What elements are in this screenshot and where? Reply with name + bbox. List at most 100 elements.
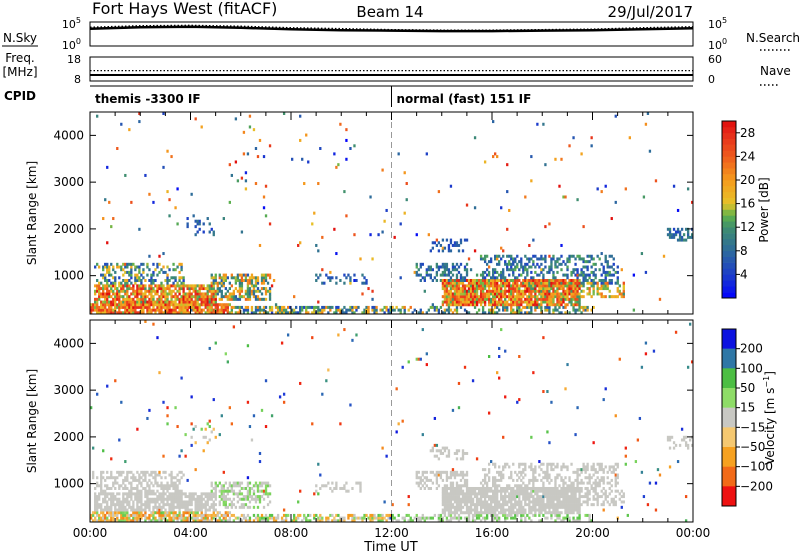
data-cell xyxy=(502,495,505,499)
data-cell xyxy=(536,295,539,299)
data-cell xyxy=(536,289,539,293)
data-cell xyxy=(389,516,392,520)
data-cell xyxy=(176,311,179,315)
data-cell xyxy=(441,470,445,474)
data-cell xyxy=(500,281,503,285)
data-cell xyxy=(262,195,266,199)
data-cell xyxy=(220,414,223,418)
data-cell xyxy=(132,513,135,517)
data-cell xyxy=(542,284,545,288)
data-cell xyxy=(542,295,545,299)
data-cell xyxy=(441,519,445,523)
data-cell xyxy=(528,505,531,509)
data-cell xyxy=(136,519,139,523)
data-cell xyxy=(516,289,519,293)
data-cell xyxy=(580,289,583,293)
data-cell xyxy=(512,492,515,496)
data-cell xyxy=(463,297,467,301)
data-cell xyxy=(526,268,529,272)
data-cell xyxy=(180,519,183,523)
data-cell xyxy=(506,281,509,285)
data-cell xyxy=(248,505,252,509)
data-cell xyxy=(558,473,561,477)
data-cell xyxy=(465,508,469,512)
data-cell xyxy=(204,292,207,296)
data-cell xyxy=(216,292,219,296)
data-cell xyxy=(518,297,521,301)
data-cell xyxy=(256,489,260,493)
data-cell xyxy=(168,508,171,512)
data-cell xyxy=(554,478,557,482)
data-cell xyxy=(425,484,428,488)
data-cell xyxy=(158,505,161,509)
data-cell xyxy=(140,511,143,515)
data-cell xyxy=(574,303,577,307)
data-cell xyxy=(224,295,227,299)
data-cell xyxy=(558,513,561,517)
data-cell xyxy=(186,292,189,296)
data-cell xyxy=(284,516,288,520)
data-cell xyxy=(550,287,553,291)
data-cell xyxy=(443,508,447,512)
data-cell xyxy=(208,508,211,512)
data-cell xyxy=(560,465,563,469)
data-cell xyxy=(260,516,264,520)
data-cell xyxy=(254,516,258,520)
data-cell xyxy=(494,268,497,272)
data-cell xyxy=(564,492,567,496)
data-cell xyxy=(457,303,461,307)
data-cell xyxy=(230,489,234,493)
data-cell xyxy=(606,265,609,269)
data-cell xyxy=(321,392,324,396)
data-cell xyxy=(680,238,684,242)
data-cell xyxy=(564,500,567,504)
data-cell xyxy=(508,486,511,490)
data-cell xyxy=(514,300,517,304)
data-cell xyxy=(200,505,203,509)
data-cell xyxy=(662,254,666,258)
data-cell xyxy=(212,511,215,515)
data-cell xyxy=(451,481,455,485)
data-cell xyxy=(544,289,547,293)
data-cell xyxy=(508,513,511,517)
data-cell xyxy=(96,308,99,312)
data-cell xyxy=(500,505,503,509)
data-cell xyxy=(224,305,227,309)
data-cell xyxy=(592,273,595,277)
data-cell xyxy=(325,484,328,488)
data-cell xyxy=(439,516,443,520)
data-cell xyxy=(451,243,455,247)
data-cell xyxy=(190,305,193,309)
data-cell xyxy=(544,470,547,474)
data-cell xyxy=(343,328,346,332)
data-cell xyxy=(212,398,215,402)
data-cell xyxy=(538,489,541,493)
data-cell xyxy=(106,508,109,512)
data-cell xyxy=(429,516,432,520)
data-cell xyxy=(270,414,274,418)
data-cell xyxy=(566,295,569,299)
data-cell xyxy=(116,297,119,301)
data-cell xyxy=(415,473,418,477)
data-cell xyxy=(502,281,505,285)
data-cell xyxy=(353,305,356,309)
data-cell xyxy=(134,476,137,480)
data-cell xyxy=(150,470,153,474)
data-cell xyxy=(522,265,525,269)
data-cell xyxy=(160,508,163,512)
data-cell xyxy=(194,117,197,121)
data-cell xyxy=(564,195,567,199)
data-cell xyxy=(391,516,394,520)
data-cell xyxy=(264,276,268,280)
data-cell xyxy=(230,276,234,280)
data-cell xyxy=(530,257,533,261)
data-cell xyxy=(96,495,99,499)
data-cell xyxy=(222,308,225,312)
data-cell xyxy=(560,489,563,493)
data-cell xyxy=(160,492,163,496)
data-cell xyxy=(170,478,173,482)
data-cell xyxy=(132,284,135,288)
data-cell xyxy=(592,278,595,282)
data-cell xyxy=(552,308,555,312)
data-cell xyxy=(188,497,191,501)
